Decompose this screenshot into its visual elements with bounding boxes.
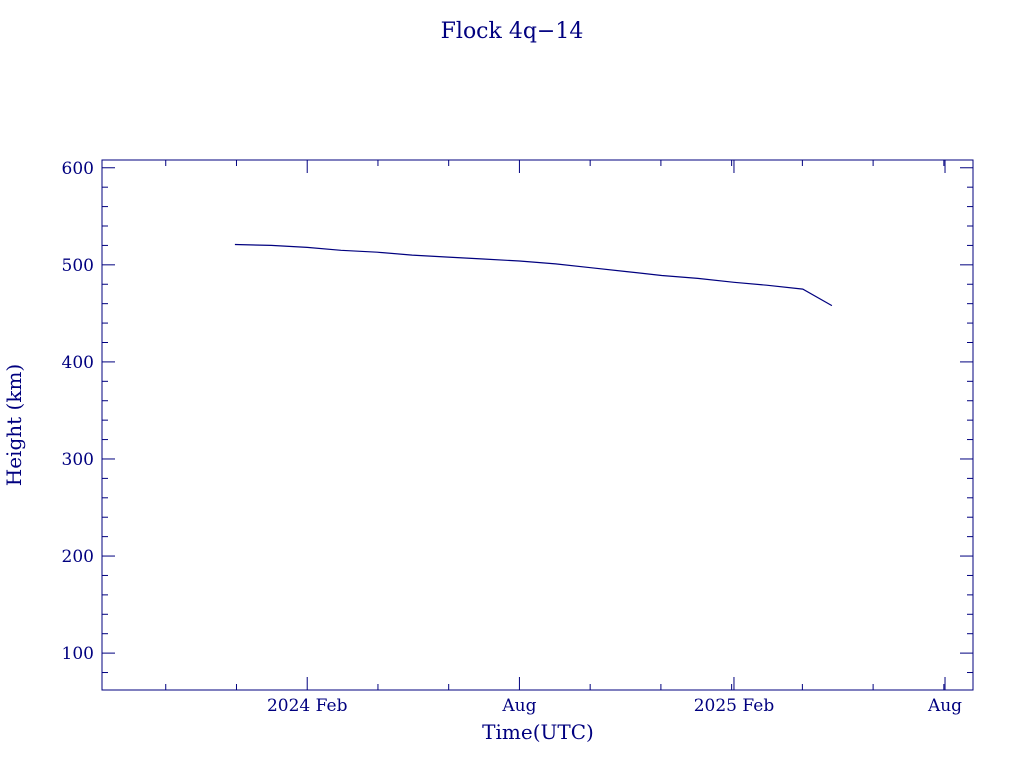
y-axis-label: Height (km) [2, 364, 26, 486]
y-tick-label: 500 [62, 256, 94, 276]
x-tick-label: 2025 Feb [694, 696, 775, 716]
y-tick-label: 400 [62, 353, 94, 373]
x-axis-label: Time(UTC) [482, 720, 594, 744]
y-tick-label: 600 [62, 159, 94, 179]
y-tick-label: 100 [62, 644, 94, 664]
x-tick-label: Aug [501, 696, 536, 716]
x-tick-label: 2024 Feb [267, 696, 348, 716]
y-tick-label: 300 [62, 450, 94, 470]
plot-frame [101, 159, 974, 691]
y-tick-label: 200 [62, 547, 94, 567]
chart-title: Flock 4q−14 [441, 19, 584, 44]
series-line [234, 243, 833, 307]
series-layer [234, 243, 833, 307]
minor-ticks [102, 160, 973, 690]
x-tick-label: Aug [927, 696, 962, 716]
y-axis: 100 200 300 400 500 600 [62, 159, 973, 664]
x-axis: 2024 Feb Aug 2025 Feb Aug [267, 160, 962, 716]
